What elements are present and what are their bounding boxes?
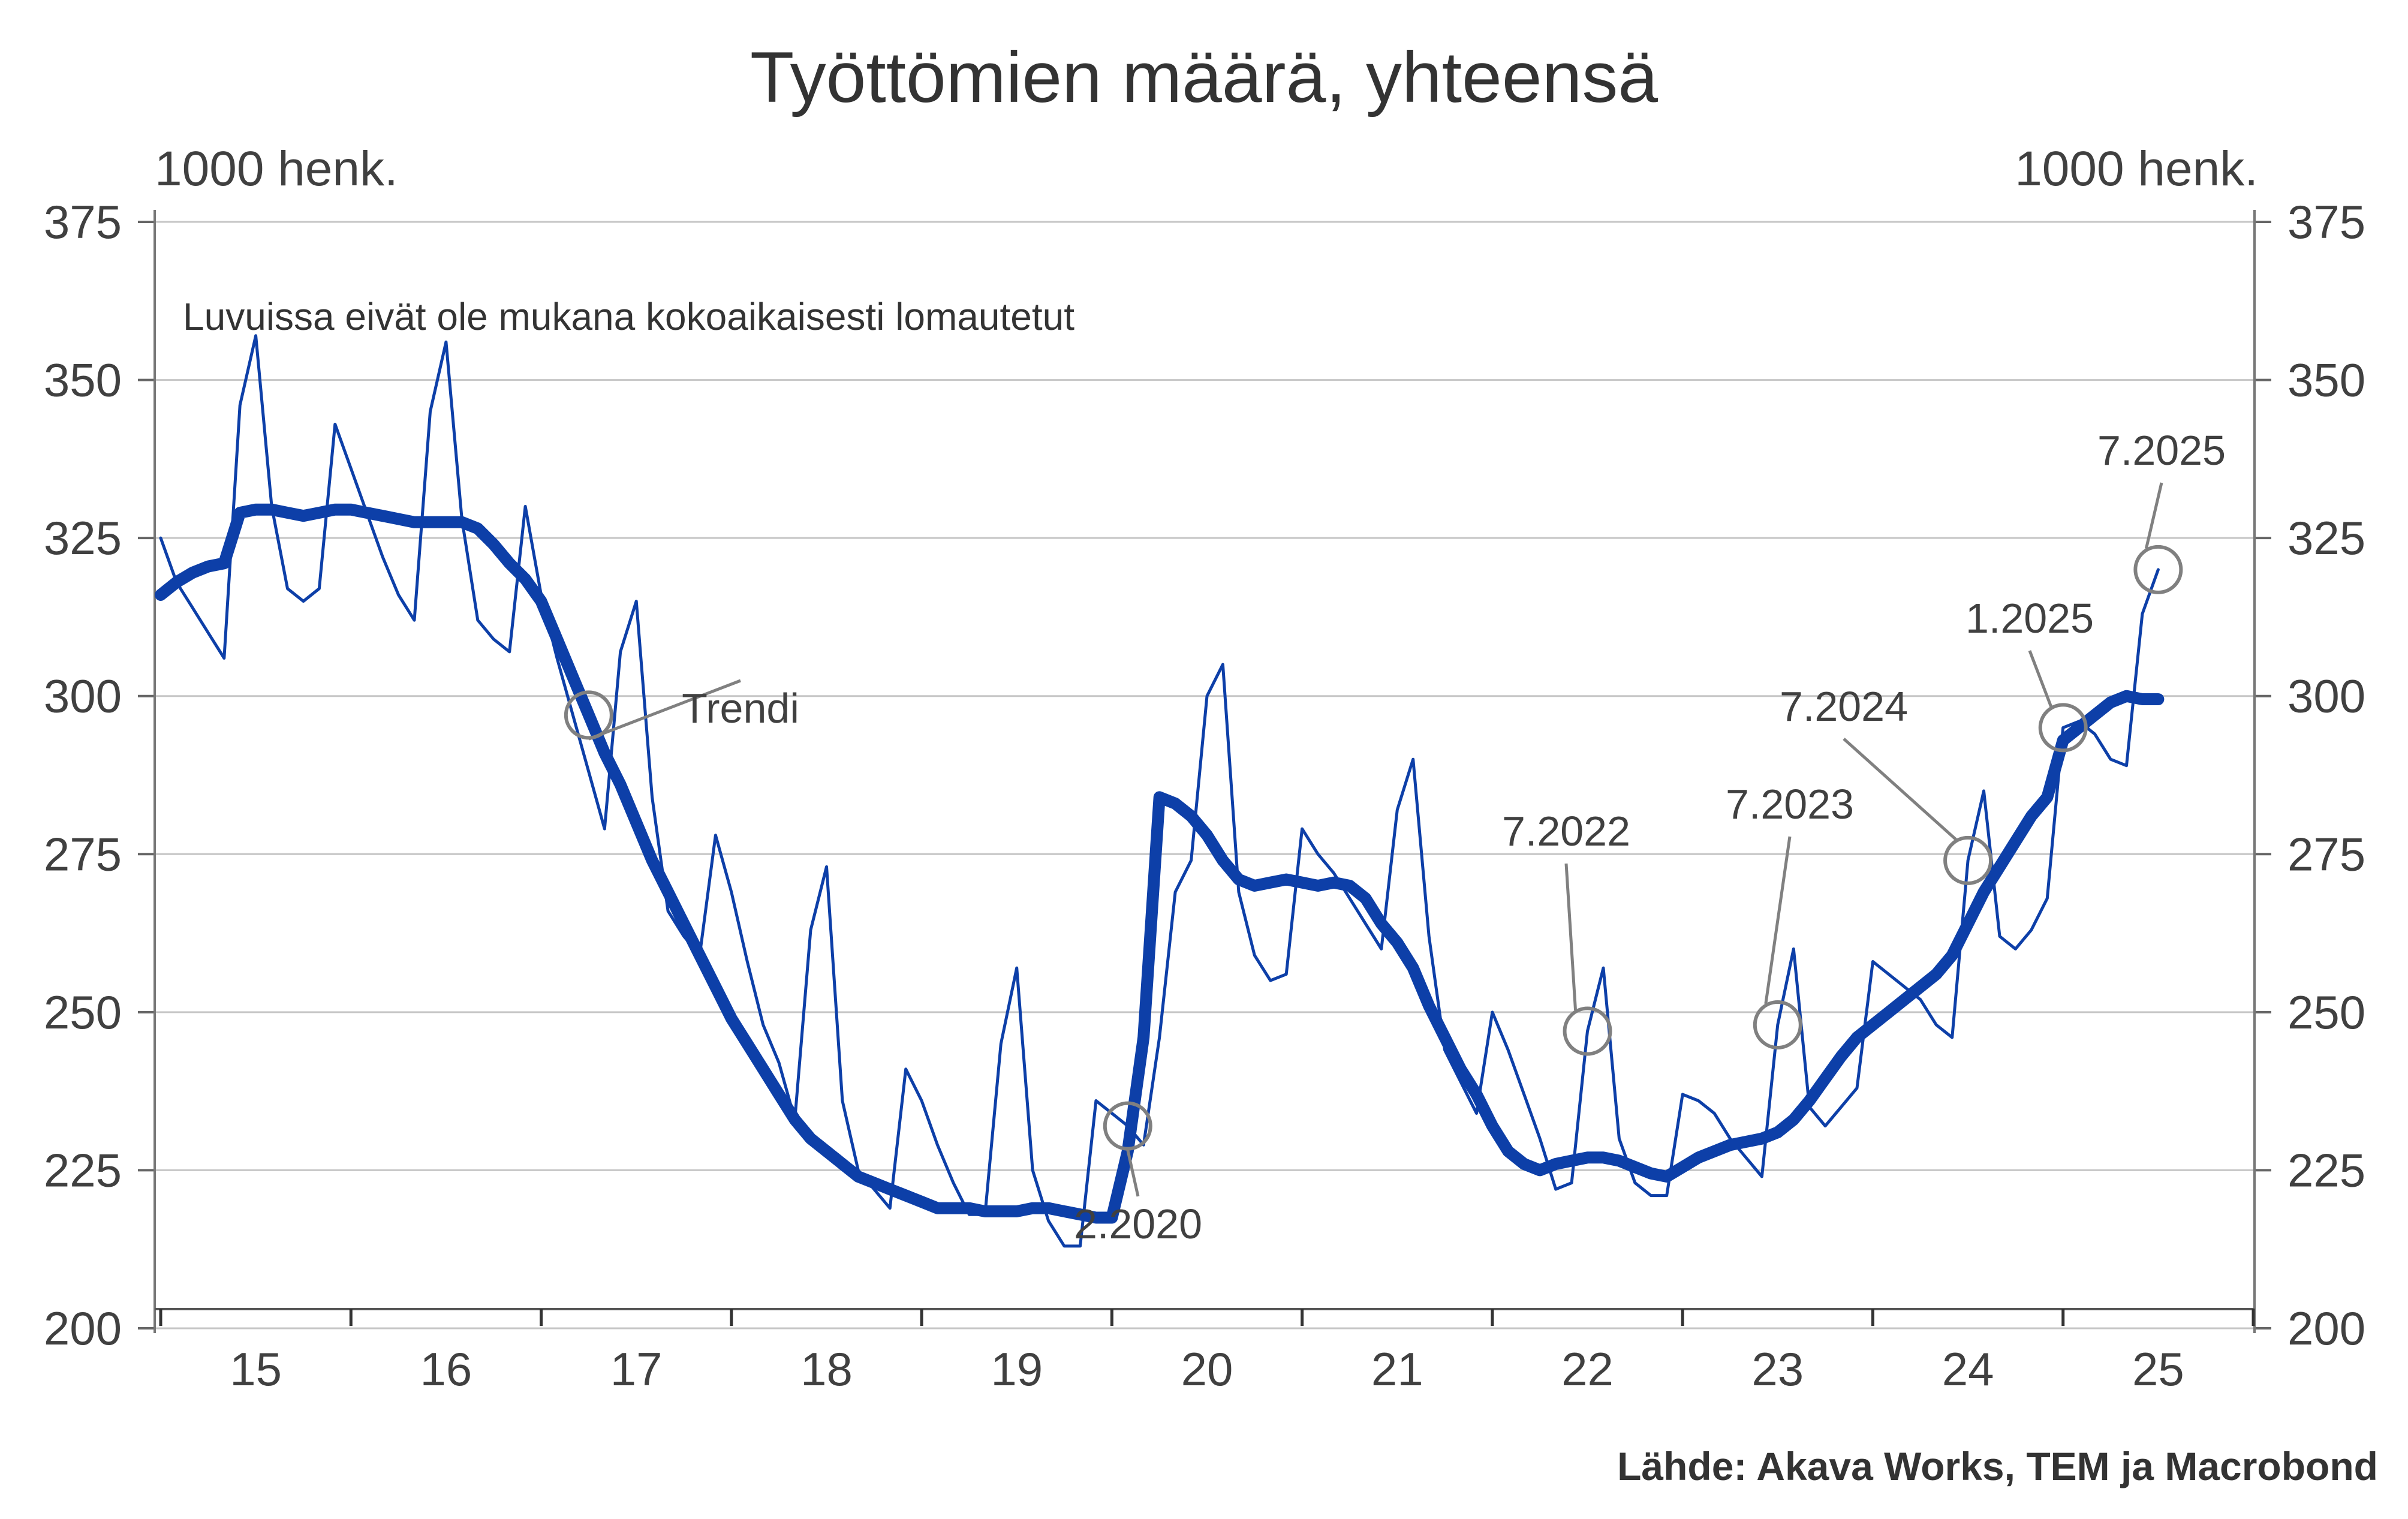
left-y-tick-labels: 200 225 250 275 300 325 350 375 bbox=[44, 195, 122, 1355]
right-y-tick-label: 300 bbox=[2287, 670, 2365, 723]
x-tick-label: 22 bbox=[1561, 1343, 1614, 1395]
x-tick-label: 21 bbox=[1371, 1343, 1423, 1395]
annotation-circle bbox=[1753, 1000, 1802, 1049]
annotation-circle bbox=[2133, 545, 2183, 594]
annotation-7-2025: 7.2025 bbox=[2097, 427, 2226, 594]
trend-series-line bbox=[155, 503, 2165, 1224]
gridlines bbox=[155, 221, 2255, 1329]
annotation-circle bbox=[1563, 1006, 1612, 1056]
annotation-7-2023: 7.2023 bbox=[1726, 781, 1854, 1049]
annotation-label: 7.2025 bbox=[2097, 427, 2226, 474]
left-y-tick-label: 375 bbox=[44, 195, 122, 248]
annotation-leader bbox=[1126, 1150, 1140, 1197]
annotations: Trendi 2.2020 7.2022 7.2023 7.2024 1.2025 7.20… bbox=[564, 427, 2226, 1247]
left-axis-unit-label: 1000 henk. bbox=[155, 142, 398, 196]
right-y-tick-label: 250 bbox=[2287, 986, 2365, 1039]
annotation-leader bbox=[1843, 738, 1957, 841]
left-y-tick-label: 225 bbox=[44, 1144, 122, 1196]
x-tick-label: 23 bbox=[1751, 1343, 1804, 1395]
annotation-leader bbox=[1764, 836, 1792, 1004]
annotation-label: 2.2020 bbox=[1074, 1201, 1202, 1247]
source-label: Lähde: Akava Works, TEM ja Macrobond bbox=[1617, 1444, 2378, 1488]
annotation-label: 1.2025 bbox=[1965, 595, 2094, 642]
series-lines bbox=[155, 334, 2165, 1248]
left-y-tick-label: 350 bbox=[44, 354, 122, 407]
right-y-tick-labels: 200 225 250 275 300 325 350 375 bbox=[2287, 195, 2365, 1355]
annotation-label: Trendi bbox=[682, 685, 799, 732]
x-tick-label: 16 bbox=[420, 1343, 472, 1395]
right-y-tick-label: 200 bbox=[2287, 1302, 2365, 1355]
x-tick-label: 18 bbox=[800, 1343, 853, 1395]
left-y-tick-label: 250 bbox=[44, 986, 122, 1039]
x-tick-label: 25 bbox=[2132, 1343, 2184, 1395]
x-tick-label: 17 bbox=[610, 1343, 663, 1395]
right-y-tick-label: 325 bbox=[2287, 512, 2365, 564]
annotation-label: 7.2024 bbox=[1780, 683, 1908, 730]
left-y-tick-label: 300 bbox=[44, 670, 122, 723]
annotation-Trendi: Trendi bbox=[564, 679, 799, 741]
x-tick-label: 15 bbox=[230, 1343, 282, 1395]
annotation-2-2020: 2.2020 bbox=[1074, 1101, 1202, 1247]
x-tick-labels: 15 16 17 18 19 20 21 22 23 24 25 bbox=[230, 1343, 2184, 1395]
left-y-tick-label: 275 bbox=[44, 828, 122, 880]
annotation-1-2025: 1.2025 bbox=[1965, 595, 2094, 753]
annotation-circle bbox=[1943, 835, 1993, 885]
x-tick-label: 24 bbox=[1942, 1343, 1994, 1395]
right-y-tick-label: 375 bbox=[2287, 195, 2365, 248]
right-y-tick-label: 225 bbox=[2287, 1144, 2365, 1196]
left-y-tick-label: 200 bbox=[44, 1302, 122, 1355]
annotation-leader bbox=[2144, 482, 2163, 549]
right-axis-unit-label: 1000 henk. bbox=[2015, 142, 2258, 196]
annotation-leader bbox=[588, 679, 741, 741]
right-y-tick-label: 275 bbox=[2287, 828, 2365, 880]
annotation-7-2022: 7.2022 bbox=[1502, 808, 1630, 1056]
annotation-leader bbox=[1564, 863, 1578, 1010]
annotation-label: 7.2023 bbox=[1726, 781, 1854, 828]
axes bbox=[138, 210, 2271, 1333]
chart-note: Luvuissa eivät ole mukana kokoaikaisesti… bbox=[183, 295, 1074, 338]
annotation-7-2024: 7.2024 bbox=[1780, 683, 1993, 885]
annotation-circle bbox=[1103, 1101, 1152, 1151]
annotation-label: 7.2022 bbox=[1502, 808, 1630, 855]
annotation-circle bbox=[2038, 703, 2088, 753]
left-y-tick-label: 325 bbox=[44, 512, 122, 564]
x-tick-label: 19 bbox=[991, 1343, 1043, 1395]
monthly-series-line bbox=[159, 334, 2160, 1248]
right-y-tick-label: 350 bbox=[2287, 354, 2365, 407]
x-tick-label: 20 bbox=[1181, 1343, 1233, 1395]
annotation-leader bbox=[2028, 650, 2053, 708]
chart-title: Työttömien määrä, yhteensä bbox=[750, 37, 1658, 118]
